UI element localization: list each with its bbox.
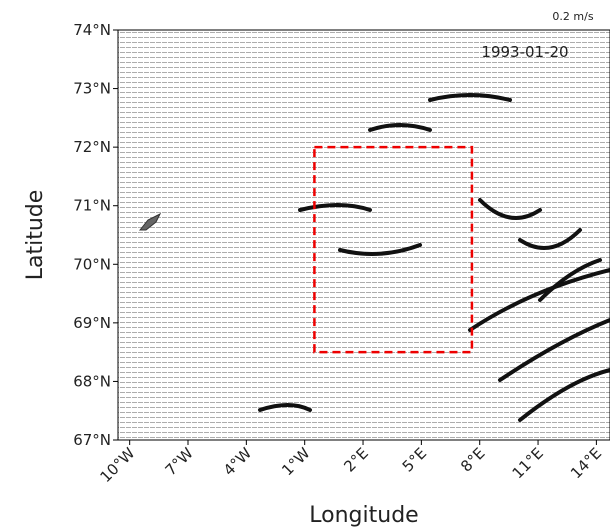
y-tick-label: 71°N bbox=[73, 197, 111, 215]
x-axis-label: Longitude bbox=[309, 503, 418, 528]
plot-frame bbox=[117, 29, 610, 441]
y-tick-label: 73°N bbox=[73, 80, 111, 98]
y-axis-label: Latitude bbox=[23, 190, 48, 281]
current-streaks bbox=[258, 93, 610, 422]
x-tick-label: 4°W bbox=[220, 444, 255, 479]
x-tick-label: 1°W bbox=[278, 444, 313, 479]
study-box bbox=[313, 145, 474, 354]
y-tick-label: 69°N bbox=[73, 314, 111, 332]
scale-label: 0.2 m/s bbox=[552, 10, 593, 23]
y-tick-label: 68°N bbox=[73, 372, 111, 390]
x-tick-label: 7°W bbox=[162, 444, 197, 479]
x-tick-label: 8°E bbox=[457, 444, 488, 475]
x-tick-label: 14°E bbox=[567, 444, 605, 482]
x-tick-label: 5°E bbox=[399, 444, 430, 475]
current-field bbox=[118, 30, 610, 440]
y-tick-label: 70°N bbox=[73, 255, 111, 273]
y-tick-label: 74°N bbox=[73, 21, 111, 39]
date-label: 1993-01-20 bbox=[481, 43, 568, 61]
x-tick-label: 11°E bbox=[509, 444, 547, 482]
island bbox=[138, 212, 162, 231]
x-tick-label: 2°E bbox=[340, 444, 371, 475]
x-tick-label: 10°W bbox=[96, 444, 138, 486]
y-tick-label: 67°N bbox=[73, 431, 111, 449]
y-tick-label: 72°N bbox=[73, 138, 111, 156]
